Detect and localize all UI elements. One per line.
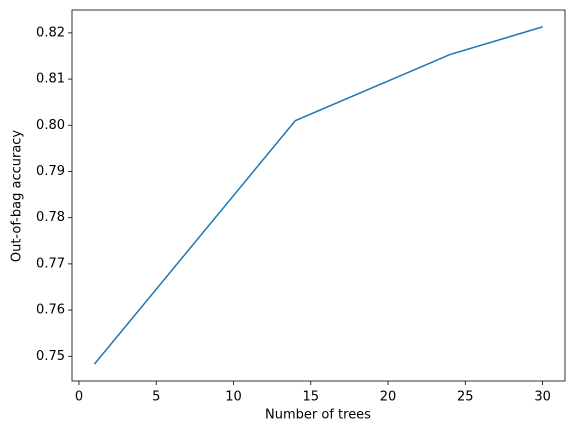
x-tick-label: 20 [380, 390, 397, 405]
x-tick-label: 15 [302, 390, 319, 405]
y-axis-label: Out-of-bag accuracy [10, 130, 25, 263]
x-tick-label: 10 [225, 390, 242, 405]
x-tick-label: 0 [75, 390, 83, 405]
y-tick-label: 0.78 [36, 210, 65, 225]
y-tick-label: 0.80 [36, 118, 65, 133]
y-tick-label: 0.76 [36, 303, 65, 318]
y-tick-label: 0.81 [36, 72, 65, 87]
line [93, 26, 543, 365]
x-axis-label: Number of trees [265, 408, 371, 423]
axes-frame [71, 9, 566, 382]
y-tick-label: 0.79 [36, 164, 65, 179]
x-tick-label: 25 [457, 390, 474, 405]
x-tick-label: 30 [534, 390, 551, 405]
y-tick-label: 0.75 [36, 349, 65, 364]
y-tick-label: 0.82 [36, 25, 65, 40]
y-tick-label: 0.77 [36, 256, 65, 271]
x-tick-label: 5 [152, 390, 160, 405]
